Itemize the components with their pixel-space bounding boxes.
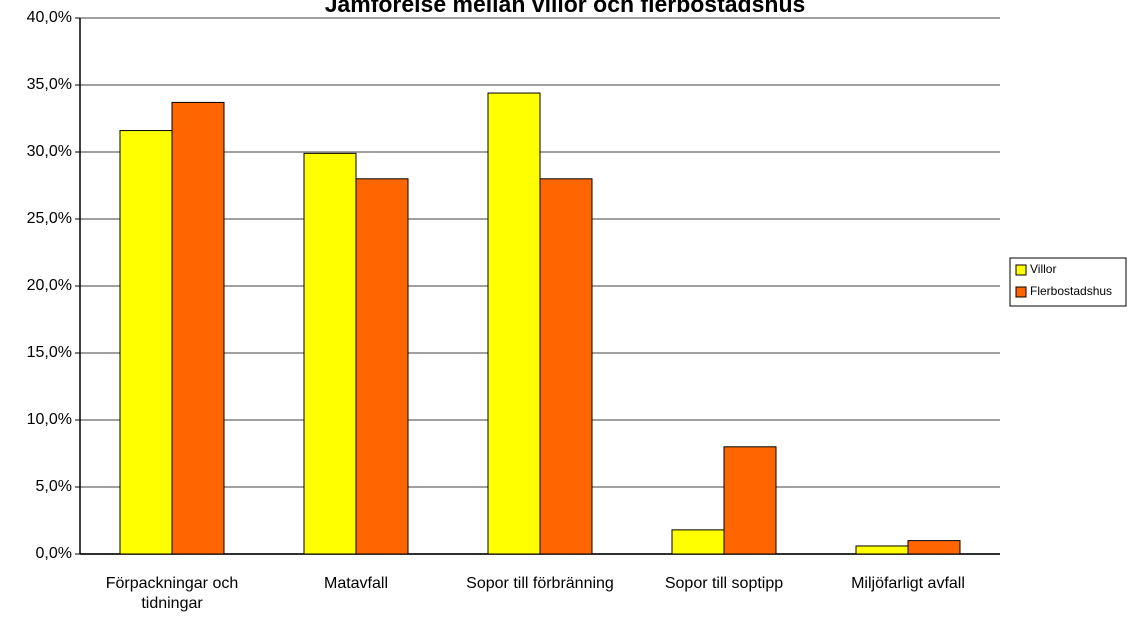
bar [539,178,593,555]
bar [723,446,777,555]
legend-swatch [1015,286,1027,298]
bar [171,101,225,555]
y-tick-label: 40,0% [27,9,72,26]
bar [487,92,541,555]
chart-title: Jämförelse mellan villor och flerbostads… [325,0,806,17]
y-tick-label: 10,0% [27,411,72,428]
x-tick-label: Sopor till soptipp [664,575,784,592]
bar [671,529,725,555]
y-tick-label: 15,0% [27,344,72,361]
bar [119,130,173,555]
y-tick-label: 25,0% [27,210,72,227]
bar [355,178,409,555]
legend-box [1009,257,1127,307]
legend-swatch [1015,264,1027,276]
bar [907,540,961,555]
bar [855,545,909,555]
y-tick-label: 0,0% [36,545,72,562]
y-tick-label: 20,0% [27,277,72,294]
x-tick-label: Miljöfarligt avfall [851,575,965,592]
x-tick-label: Sopor till förbränning [466,575,614,592]
legend-label: Villor [1030,262,1056,276]
legend-label: Flerbostadshus [1030,284,1112,298]
x-tick-label: Matavfall [323,575,389,592]
bar [303,152,357,555]
y-tick-label: 35,0% [27,76,72,93]
y-tick-label: 30,0% [27,143,72,160]
y-tick-label: 5,0% [36,478,72,495]
x-tick-label: Förpackningar och tidningar [105,575,239,612]
